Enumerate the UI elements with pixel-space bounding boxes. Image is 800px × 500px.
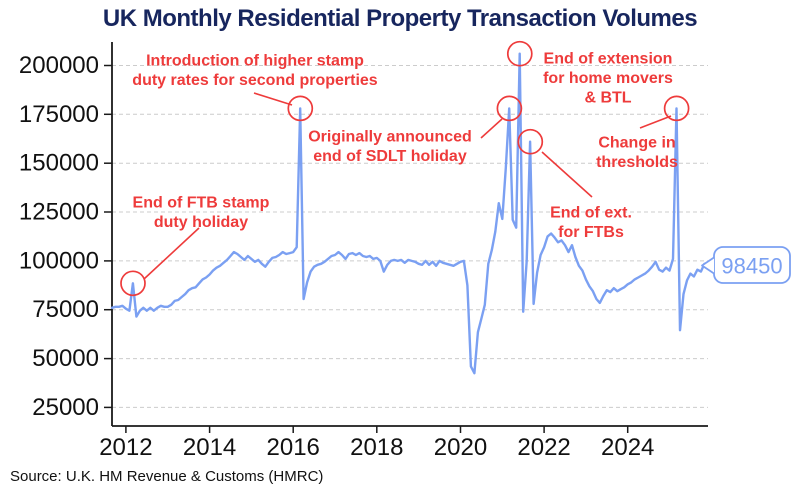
- latest-value-pointer-icon: [701, 256, 715, 275]
- annotation-text: for FTBs: [558, 224, 624, 241]
- transactions-line: [110, 52, 706, 375]
- x-tick-label: 2012: [99, 434, 152, 461]
- axes: 25000 50000 75000 100000 125000 150000 175000 2…: [19, 42, 708, 461]
- x-tick-label: 2020: [434, 434, 487, 461]
- annotation-text: Originally announced: [308, 129, 472, 146]
- latest-value-text: 98450: [721, 254, 782, 279]
- y-tick-label: 175000: [19, 101, 99, 128]
- y-tick-label: 75000: [32, 296, 99, 323]
- annotation-text: Change in: [598, 135, 675, 152]
- annotation-circle: [663, 95, 690, 122]
- annotation-text: & BTL: [584, 90, 631, 107]
- annotation-circle: [506, 40, 533, 67]
- annotation-circle: [120, 270, 146, 297]
- annotation-text: thresholds: [596, 154, 678, 171]
- annotation-text: duty rates for second properties: [132, 72, 377, 89]
- annotation-connector: [480, 118, 503, 139]
- x-tick-label: 2018: [350, 434, 403, 461]
- annotation-text: end of SDLT holiday: [313, 148, 467, 165]
- annotation-text: End of FTB stamp: [133, 195, 270, 212]
- y-tick-label: 50000: [32, 345, 99, 372]
- y-tick-label: 125000: [19, 199, 99, 226]
- y-tick-label: 200000: [19, 52, 99, 79]
- x-tick-label: 2014: [183, 434, 236, 461]
- annotation-text: Introduction of higher stamp: [146, 53, 364, 70]
- annotation-text: for home movers: [543, 70, 673, 87]
- latest-value-label: 98450: [701, 246, 791, 284]
- annotation-connector: [541, 151, 593, 198]
- annotation-text: duty holiday: [154, 214, 248, 231]
- source-note: Source: U.K. HM Revenue & Customs (HMRC): [10, 468, 324, 485]
- annotation-text: End of extension: [544, 51, 673, 68]
- annotation-circle: [517, 128, 544, 155]
- annotation-connector: [143, 227, 200, 280]
- y-tick-label: 25000: [32, 394, 99, 421]
- x-tick-label: 2016: [267, 434, 320, 461]
- chart-title: UK Monthly Residential Property Transact…: [102, 5, 698, 32]
- x-tick-label: 2022: [517, 434, 570, 461]
- annotation-connector: [253, 92, 293, 106]
- data-series: [110, 52, 706, 375]
- annotation-circle: [496, 95, 523, 122]
- x-tick-label: 2024: [601, 434, 654, 461]
- annotation-circle: [287, 95, 314, 122]
- y-tick-label: 150000: [19, 150, 99, 177]
- annotation-connector: [639, 115, 672, 129]
- annotation-text: End of ext.: [550, 205, 632, 222]
- annotations: End of FTB stamp duty holiday Introduction…: [120, 40, 690, 297]
- y-tick-label: 100000: [19, 247, 99, 274]
